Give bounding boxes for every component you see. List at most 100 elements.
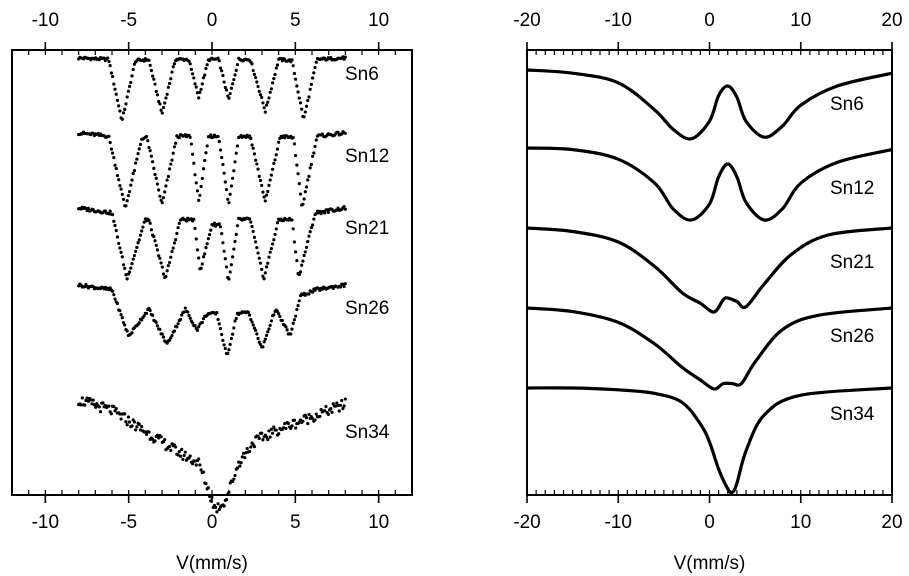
- data-point: [140, 425, 144, 429]
- data-point: [123, 266, 127, 270]
- data-point: [147, 58, 151, 62]
- data-point: [126, 194, 130, 198]
- data-point: [264, 265, 269, 269]
- data-point: [235, 224, 240, 228]
- data-point: [238, 464, 242, 468]
- data-point: [268, 435, 272, 439]
- spectrum-sn21: [77, 204, 347, 281]
- data-point: [260, 431, 264, 435]
- data-point: [175, 231, 179, 236]
- data-point: [302, 253, 306, 258]
- data-point: [199, 468, 203, 472]
- data-point: [261, 345, 265, 349]
- data-point: [147, 218, 151, 223]
- data-point: [167, 444, 172, 449]
- data-point: [221, 73, 225, 78]
- data-point: [271, 167, 275, 171]
- data-point: [119, 250, 123, 254]
- data-point: [302, 115, 306, 119]
- data-point: [153, 82, 157, 86]
- data-point: [217, 222, 221, 226]
- data-point: [309, 226, 313, 230]
- data-point: [187, 313, 191, 318]
- data-point: [114, 92, 118, 96]
- top-tick-label: -5: [120, 10, 137, 31]
- data-point: [161, 105, 166, 110]
- data-point: [267, 255, 271, 259]
- data-point: [132, 253, 137, 258]
- data-point: [121, 197, 126, 201]
- data-point: [311, 76, 315, 80]
- data-point: [115, 301, 120, 306]
- data-point: [159, 435, 163, 439]
- data-point: [118, 109, 122, 113]
- data-point: [155, 182, 160, 186]
- data-point: [121, 111, 126, 115]
- data-point: [256, 336, 260, 341]
- bottom-tick-label: 0: [704, 512, 715, 533]
- data-point: [117, 104, 121, 108]
- data-point: [307, 174, 311, 178]
- data-point: [294, 77, 298, 81]
- data-point: [272, 425, 276, 429]
- data-point: [109, 147, 113, 151]
- data-point: [138, 142, 143, 147]
- data-point: [182, 310, 186, 314]
- data-point: [197, 96, 201, 100]
- data-point: [234, 151, 238, 155]
- top-tick-label: 0: [704, 10, 715, 31]
- data-point: [216, 134, 220, 139]
- data-point: [319, 407, 323, 412]
- data-point: [215, 510, 219, 514]
- data-point: [101, 401, 105, 405]
- data-point: [294, 314, 298, 318]
- data-point: [160, 201, 164, 205]
- data-point: [118, 309, 122, 313]
- data-point: [109, 71, 113, 75]
- data-point: [336, 403, 340, 408]
- data-point: [250, 224, 254, 229]
- data-point: [149, 154, 153, 158]
- data-point: [127, 84, 132, 89]
- data-point: [294, 153, 298, 158]
- data-point: [233, 239, 237, 244]
- data-point: [129, 80, 133, 85]
- data-point: [125, 277, 129, 281]
- data-point: [250, 143, 254, 147]
- data-point: [231, 82, 235, 86]
- data-point: [155, 93, 160, 97]
- data-point: [201, 255, 206, 259]
- data-point: [113, 87, 117, 91]
- data-point: [252, 235, 257, 239]
- data-point: [187, 59, 191, 63]
- data-point: [262, 195, 266, 199]
- data-point: [267, 96, 271, 100]
- data-point: [266, 330, 270, 334]
- data-point: [188, 135, 192, 139]
- data-point: [216, 317, 220, 322]
- data-point: [121, 263, 126, 267]
- data-point: [298, 270, 303, 274]
- data-point: [113, 223, 117, 228]
- data-point: [296, 90, 300, 94]
- data-point: [207, 494, 212, 498]
- data-point: [251, 323, 255, 327]
- data-point: [267, 183, 271, 187]
- data-point: [217, 139, 221, 144]
- data-point: [135, 425, 139, 429]
- data-point: [188, 316, 192, 320]
- data-point: [144, 311, 149, 316]
- data-point: [278, 314, 282, 319]
- data-point: [297, 96, 301, 100]
- data-point: [257, 174, 261, 178]
- data-point: [111, 289, 115, 293]
- data-point: [174, 238, 178, 242]
- data-point: [268, 250, 272, 254]
- data-point: [336, 130, 340, 134]
- data-point: [130, 74, 134, 78]
- data-point: [124, 102, 128, 106]
- data-point: [232, 78, 236, 82]
- data-point: [221, 338, 225, 342]
- data-point: [256, 84, 260, 89]
- data-point: [166, 263, 170, 268]
